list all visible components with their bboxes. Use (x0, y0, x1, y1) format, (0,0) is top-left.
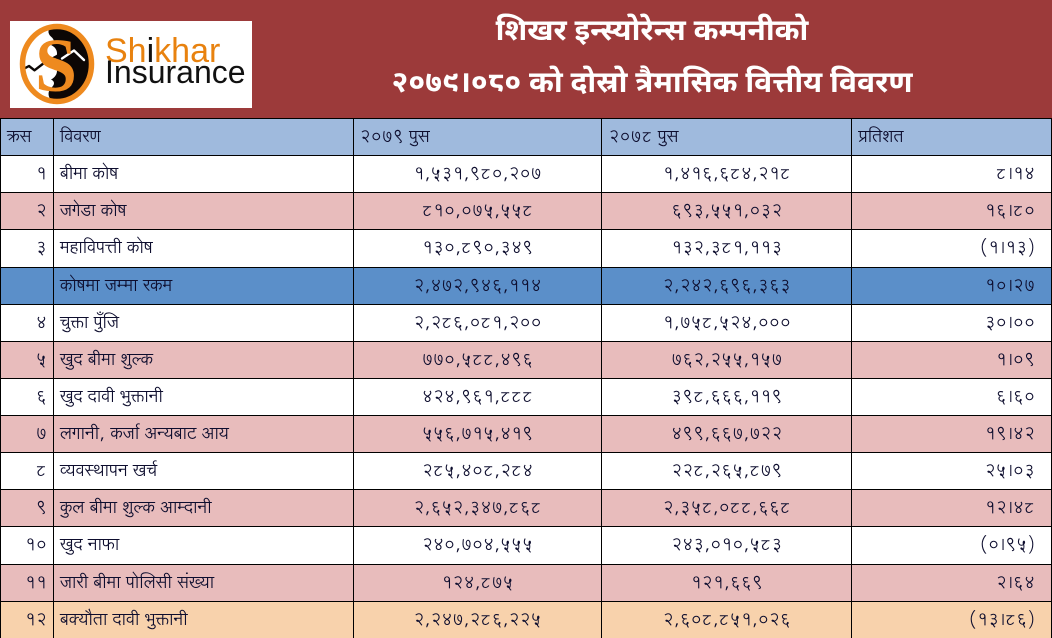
svg-text:S: S (35, 24, 77, 105)
